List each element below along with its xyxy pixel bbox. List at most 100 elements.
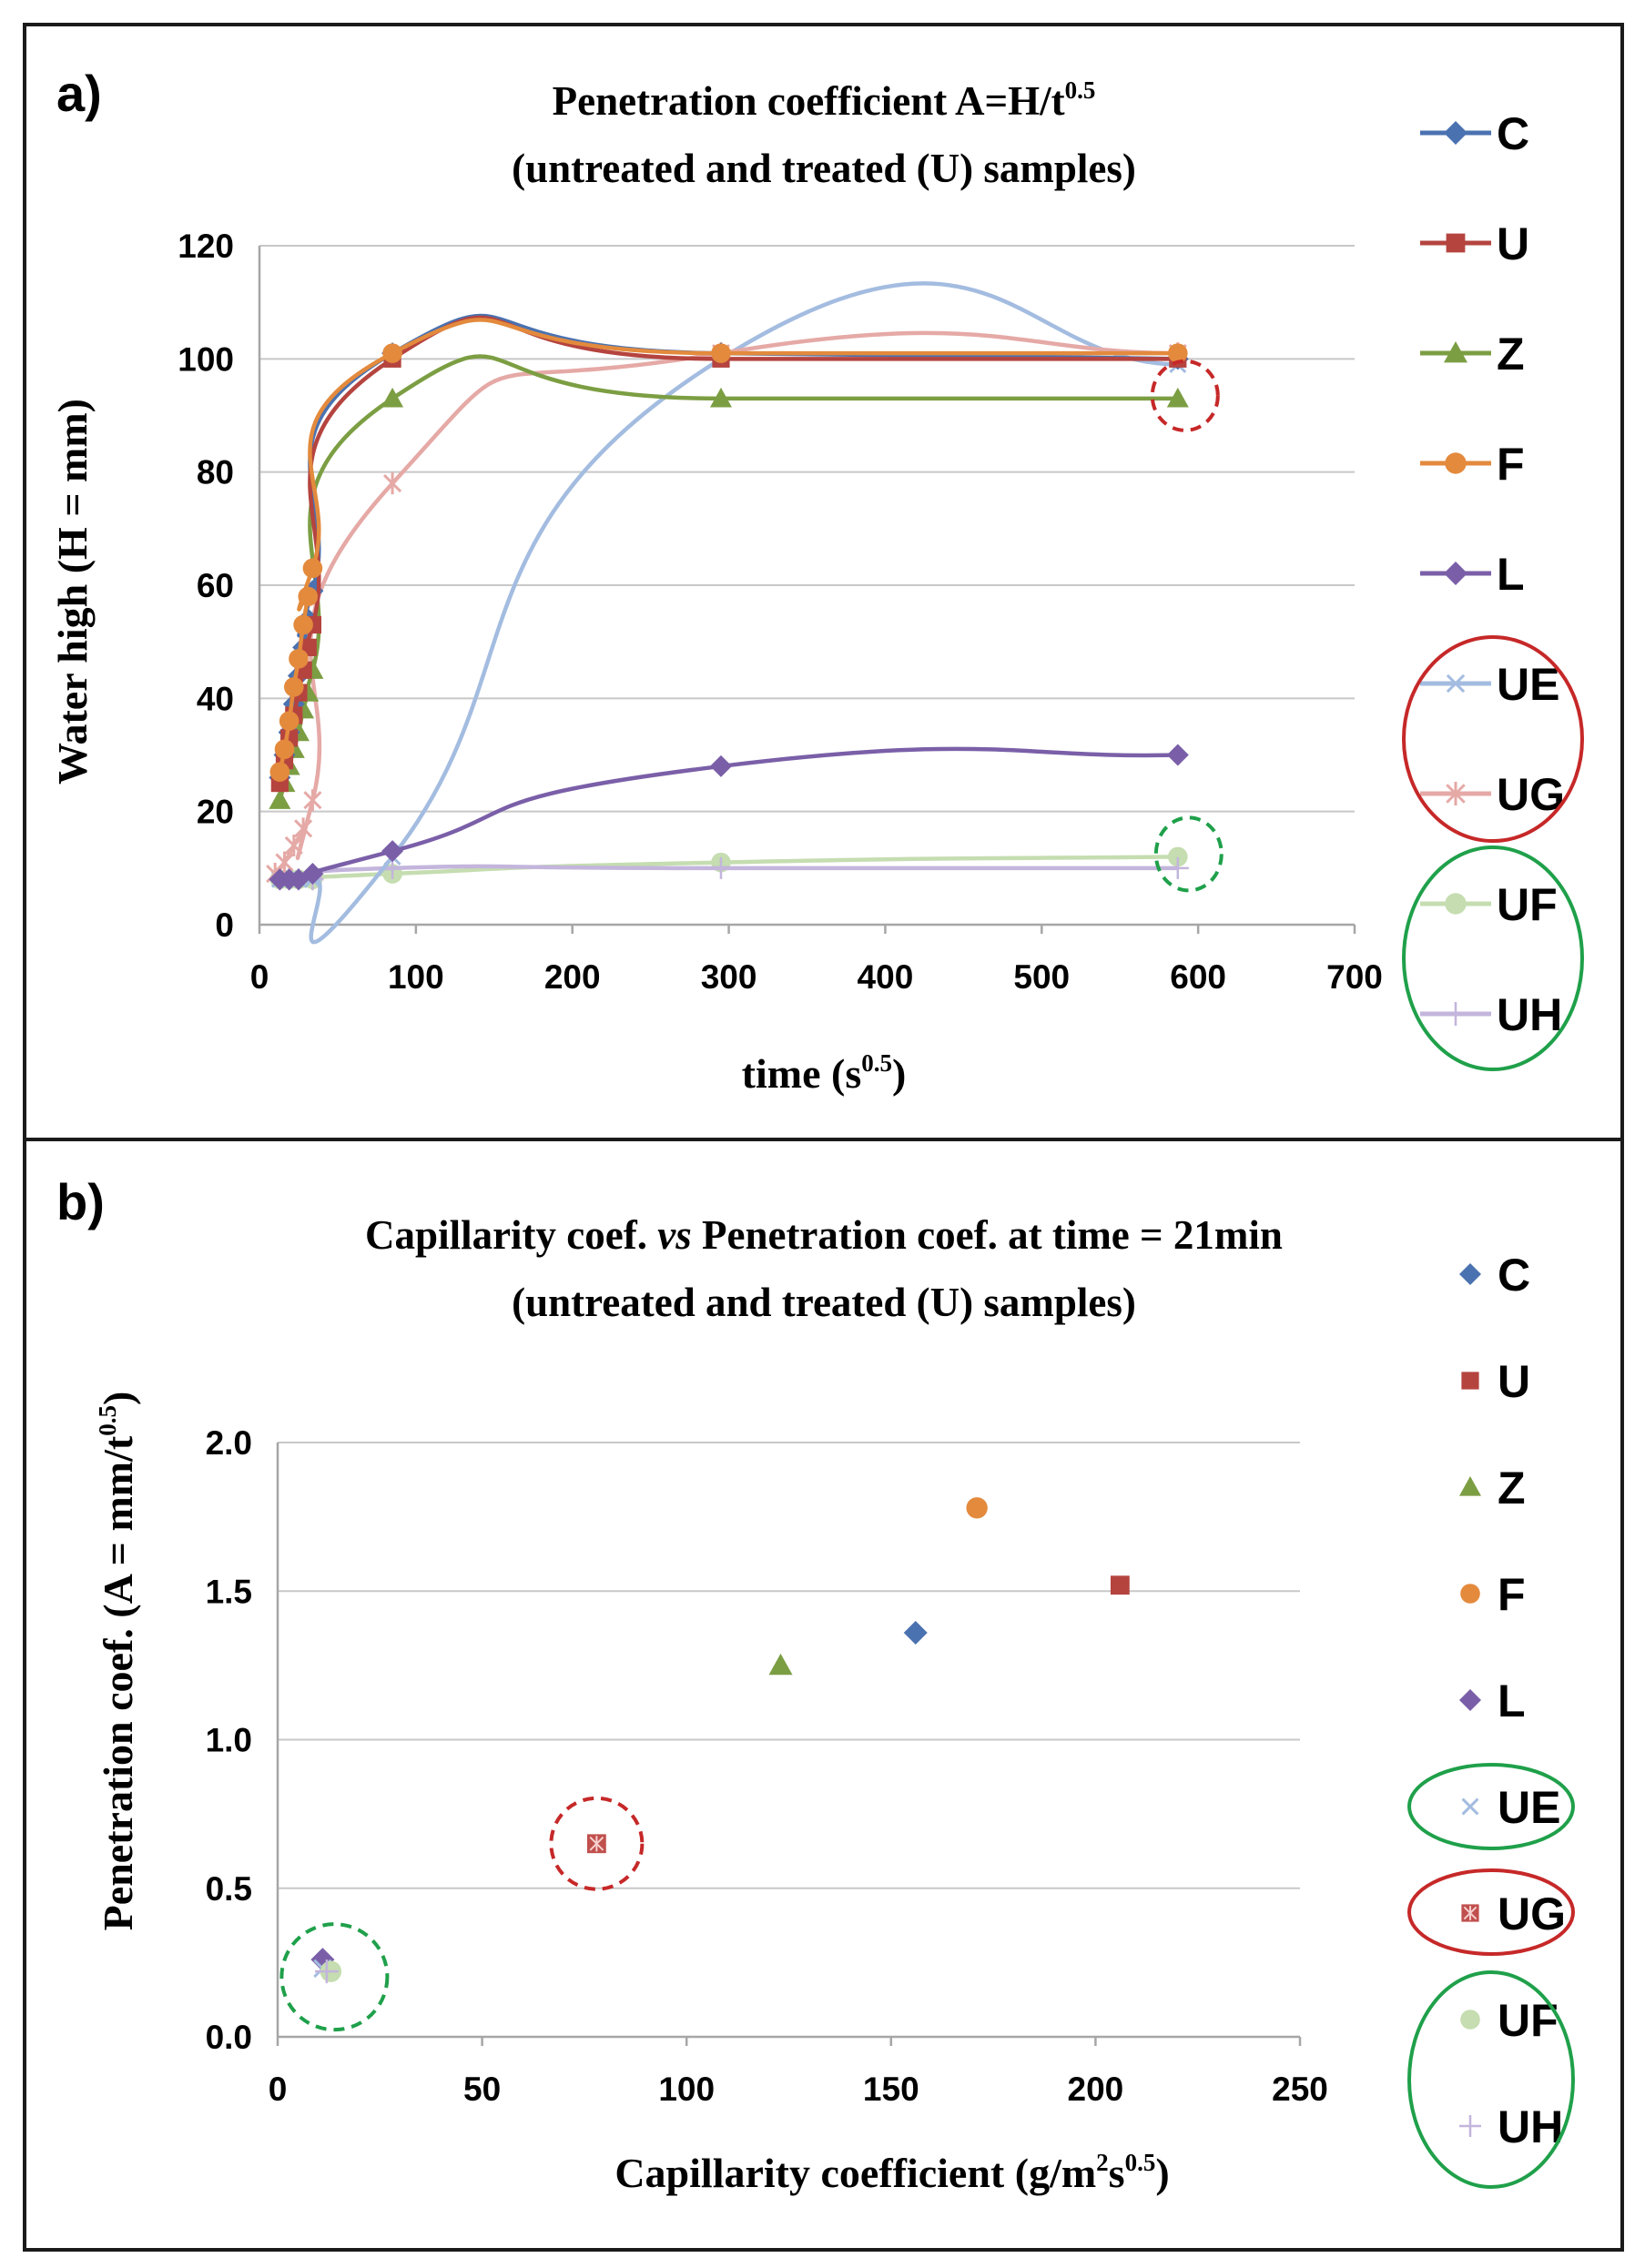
- panel-a-point-f: [274, 739, 295, 760]
- panel-a-legend-item-uf: UF: [1420, 879, 1558, 930]
- panel-a-point-uf: [1168, 846, 1188, 867]
- panel-b-legend-marker-ue: [1461, 1797, 1479, 1816]
- panel-a-legend-label-u: U: [1497, 218, 1529, 269]
- panel-b-point-z: [768, 1653, 793, 1676]
- panel-a-legend: C U Z F L UE UG UF UH: [1150, 108, 1584, 1071]
- panel-b-legend-label-l: L: [1498, 1676, 1526, 1726]
- panel-b-y-tick-label: 1.0: [206, 1722, 252, 1759]
- panel-a-point-uh: [709, 856, 732, 879]
- panel-b-highlight-uf-uh: [1407, 1970, 1575, 2189]
- panel-a-highlight-ue-ug: [1402, 635, 1584, 843]
- panel-a-legend-marker-l: [1444, 562, 1467, 585]
- panel-a-legend-label-l: L: [1497, 549, 1525, 600]
- panel-a-x-axis-label: time (s0.5): [742, 1049, 907, 1097]
- panel-b-legend-item-ug: UG: [1461, 1888, 1566, 1939]
- panel-a-point-l: [381, 840, 404, 863]
- panel-a-x-tick-label: 0: [250, 958, 269, 996]
- panel-a-legend-marker-ue: [1446, 673, 1466, 694]
- panel-a-plot: 0 20 40 60 80 100 120 0 100 200 300 400 500 600 700: [178, 228, 1383, 996]
- panel-b-legend-label-f: F: [1498, 1569, 1526, 1620]
- panel-a-x-tick-label: 300: [701, 958, 757, 996]
- panel-a-point-ug: [275, 851, 294, 874]
- panel-a-x-tick-label: 400: [858, 958, 914, 996]
- panel-a-legend-label-uf: UF: [1497, 879, 1558, 930]
- panel-a-point-f: [382, 343, 402, 363]
- panel-a-point-f: [279, 711, 300, 731]
- panel-a-x-tick-label: 600: [1170, 958, 1226, 996]
- panel-b-legend: C U Z F L UE UG UF UH: [279, 1250, 1575, 2189]
- panel-b-point-f: [966, 1497, 988, 1519]
- panel-a-x-tick-label: 100: [388, 958, 444, 996]
- panel-a-point-z: [269, 789, 291, 809]
- panel-a-y-axis-label: Water high (H = mm): [49, 399, 96, 785]
- panel-b-y-tick-label: 1.5: [206, 1573, 252, 1610]
- panel-b-plot: 0.0 0.5 1.0 1.5 2.0 0 50 100 150 200 250: [206, 1424, 1328, 2108]
- panel-b-legend-marker-ug: [1461, 1904, 1479, 1922]
- panel-a-legend-item-l: L: [1420, 549, 1525, 600]
- panel-a-point-ug: [383, 472, 402, 495]
- panel-a-point-f: [711, 343, 731, 363]
- panel-a-x-tick-label: 700: [1326, 958, 1383, 996]
- panel-a-point-z: [709, 387, 732, 408]
- panel-a-label: a): [56, 65, 102, 122]
- panel-b-point-uh: [314, 1959, 339, 1984]
- panel-a-legend-item-ue: UE: [1420, 659, 1559, 710]
- panel-a-point-l: [301, 863, 324, 886]
- panel-b-x-axis-label: Capillarity coefficient (g/m2s0.5): [614, 2149, 1169, 2196]
- panel-a-point-l: [709, 754, 732, 777]
- panel-b-y-axis-label: Penetration coef. (A = mm/t0.5): [94, 1392, 141, 1931]
- panel-a-series-l: [269, 744, 1189, 891]
- panel-b-legend-item-c: C: [1459, 1250, 1530, 1301]
- panel-b-legend-label-ug: UG: [1498, 1888, 1566, 1939]
- panel-a-point-uh: [1166, 856, 1189, 879]
- panel-a-title-line1: Penetration coefficient A=H/t0.5: [553, 76, 1096, 124]
- panel-a-series-line-u: [278, 315, 1178, 785]
- panel-a-series-line-ug: [273, 330, 1178, 876]
- panel-b-x-tick-label: 0: [269, 2071, 288, 2108]
- panel-b-legend-item-u: U: [1461, 1356, 1530, 1407]
- panel-a-point-ug: [284, 834, 303, 856]
- panel-b-legend-item-l: L: [1459, 1676, 1526, 1726]
- panel-a-legend-item-f: F: [1420, 439, 1525, 490]
- panel-b-legend-marker-l: [1459, 1689, 1481, 1711]
- panel-a-legend-item-ug: UG: [1420, 769, 1565, 820]
- panel-b-title-line1: Capillarity coef. vs Penetration coef. a…: [365, 1212, 1283, 1258]
- panel-b-x-tick-label: 200: [1068, 2071, 1124, 2108]
- panel-b-x-tick-label: 100: [658, 2071, 715, 2108]
- panel-b-highlight-ug: [1407, 1868, 1575, 1956]
- panel-b-legend-marker-c: [1459, 1263, 1481, 1285]
- panel-a-point-ug: [303, 789, 322, 812]
- panel-b-legend-label-uh: UH: [1498, 2101, 1563, 2152]
- panel-a-title-line2: (untreated and treated (U) samples): [512, 146, 1136, 191]
- panel-a-point-f: [1168, 343, 1188, 363]
- panel-b-legend-label-z: Z: [1498, 1463, 1526, 1514]
- panel-b-y-tick-label: 0.5: [206, 1870, 252, 1908]
- panel-a-legend-item-u: U: [1420, 218, 1529, 269]
- panel-a-legend-item-z: Z: [1420, 329, 1525, 380]
- panel-a-point-z: [381, 387, 404, 408]
- panel-b-highlight-low-cluster: [279, 1922, 390, 2032]
- panel-a-y-tick-label: 0: [215, 906, 234, 944]
- panel-a-legend-label-f: F: [1497, 439, 1525, 490]
- panel-a-legend-marker-c: [1444, 121, 1467, 145]
- panel-b-legend-marker-z: [1459, 1476, 1481, 1496]
- panel-a-x-tick-label: 500: [1013, 958, 1070, 996]
- panel-b-x-tick-label: 150: [863, 2071, 919, 2108]
- panel-b-title-line2: (untreated and treated (U) samples): [512, 1280, 1136, 1325]
- panel-a-series-f: [269, 318, 1188, 782]
- panel-b-x-tick-label: 250: [1272, 2071, 1328, 2108]
- panel-b-legend-marker-u: [1461, 1372, 1479, 1390]
- panel-b-legend-marker-uh: [1459, 2115, 1481, 2137]
- panel-b-y-tick-label: 0.0: [206, 2019, 252, 2056]
- panel-a-legend-marker-f: [1445, 452, 1467, 474]
- panel-b-frame: [23, 1138, 1624, 2252]
- panel-a-y-tick-label: 20: [197, 794, 234, 831]
- panel-a-point-l: [1166, 744, 1189, 766]
- panel-b-legend-item-uh: UH: [1459, 2101, 1563, 2152]
- panel-a-series-line-f: [278, 318, 1178, 773]
- panel-b-legend-item-uf: UF: [1460, 1995, 1559, 2046]
- panel-a-highlight-z: [1150, 359, 1220, 432]
- panel-b-highlight-ue: [1407, 1763, 1575, 1850]
- panel-a-legend-marker-z: [1444, 341, 1467, 363]
